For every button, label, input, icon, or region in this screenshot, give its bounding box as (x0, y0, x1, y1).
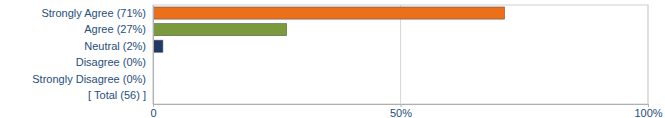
category-label: Agree (27%) (84, 23, 146, 35)
bar (153, 24, 287, 36)
tick-label: 100% (634, 107, 662, 118)
plot-frame (153, 5, 648, 104)
grid (153, 5, 648, 104)
category: [ Total (56) ] (88, 89, 153, 101)
chart: 0 50% 100% Strongly Agree (71%) Agree (27%) N… (0, 0, 665, 118)
tick: 0 (150, 104, 156, 118)
y-axis: Strongly Agree (71%) Agree (27%) Neutral (… (32, 6, 153, 105)
bars (153, 7, 504, 52)
tick: 50% (390, 104, 412, 118)
category: Disagree (0%) (76, 56, 153, 68)
category: Strongly Agree (71%) (41, 7, 153, 19)
category: Neutral (2%) (84, 40, 153, 52)
grid-line (400, 5, 401, 104)
category-label: Strongly Agree (71%) (41, 7, 146, 19)
category-label: Disagree (0%) (76, 56, 146, 68)
bar (153, 7, 504, 19)
grid-line (648, 5, 649, 104)
category-label: Strongly Disagree (0%) (32, 73, 146, 85)
x-axis: 0 50% 100% (150, 104, 662, 118)
category-label: Neutral (2%) (84, 40, 146, 52)
bar (153, 40, 163, 52)
grid-line (153, 5, 154, 104)
category: Agree (27%) (84, 23, 153, 35)
tick: 100% (634, 104, 662, 118)
tick-label: 50% (390, 107, 412, 118)
plot: 0 50% 100% Strongly Agree (71%) Agree (27%) N… (32, 5, 663, 118)
category: Strongly Disagree (0%) (32, 73, 153, 85)
category-label: [ Total (56) ] (88, 89, 146, 101)
axis-line (153, 6, 154, 105)
tick-label: 0 (150, 107, 156, 118)
